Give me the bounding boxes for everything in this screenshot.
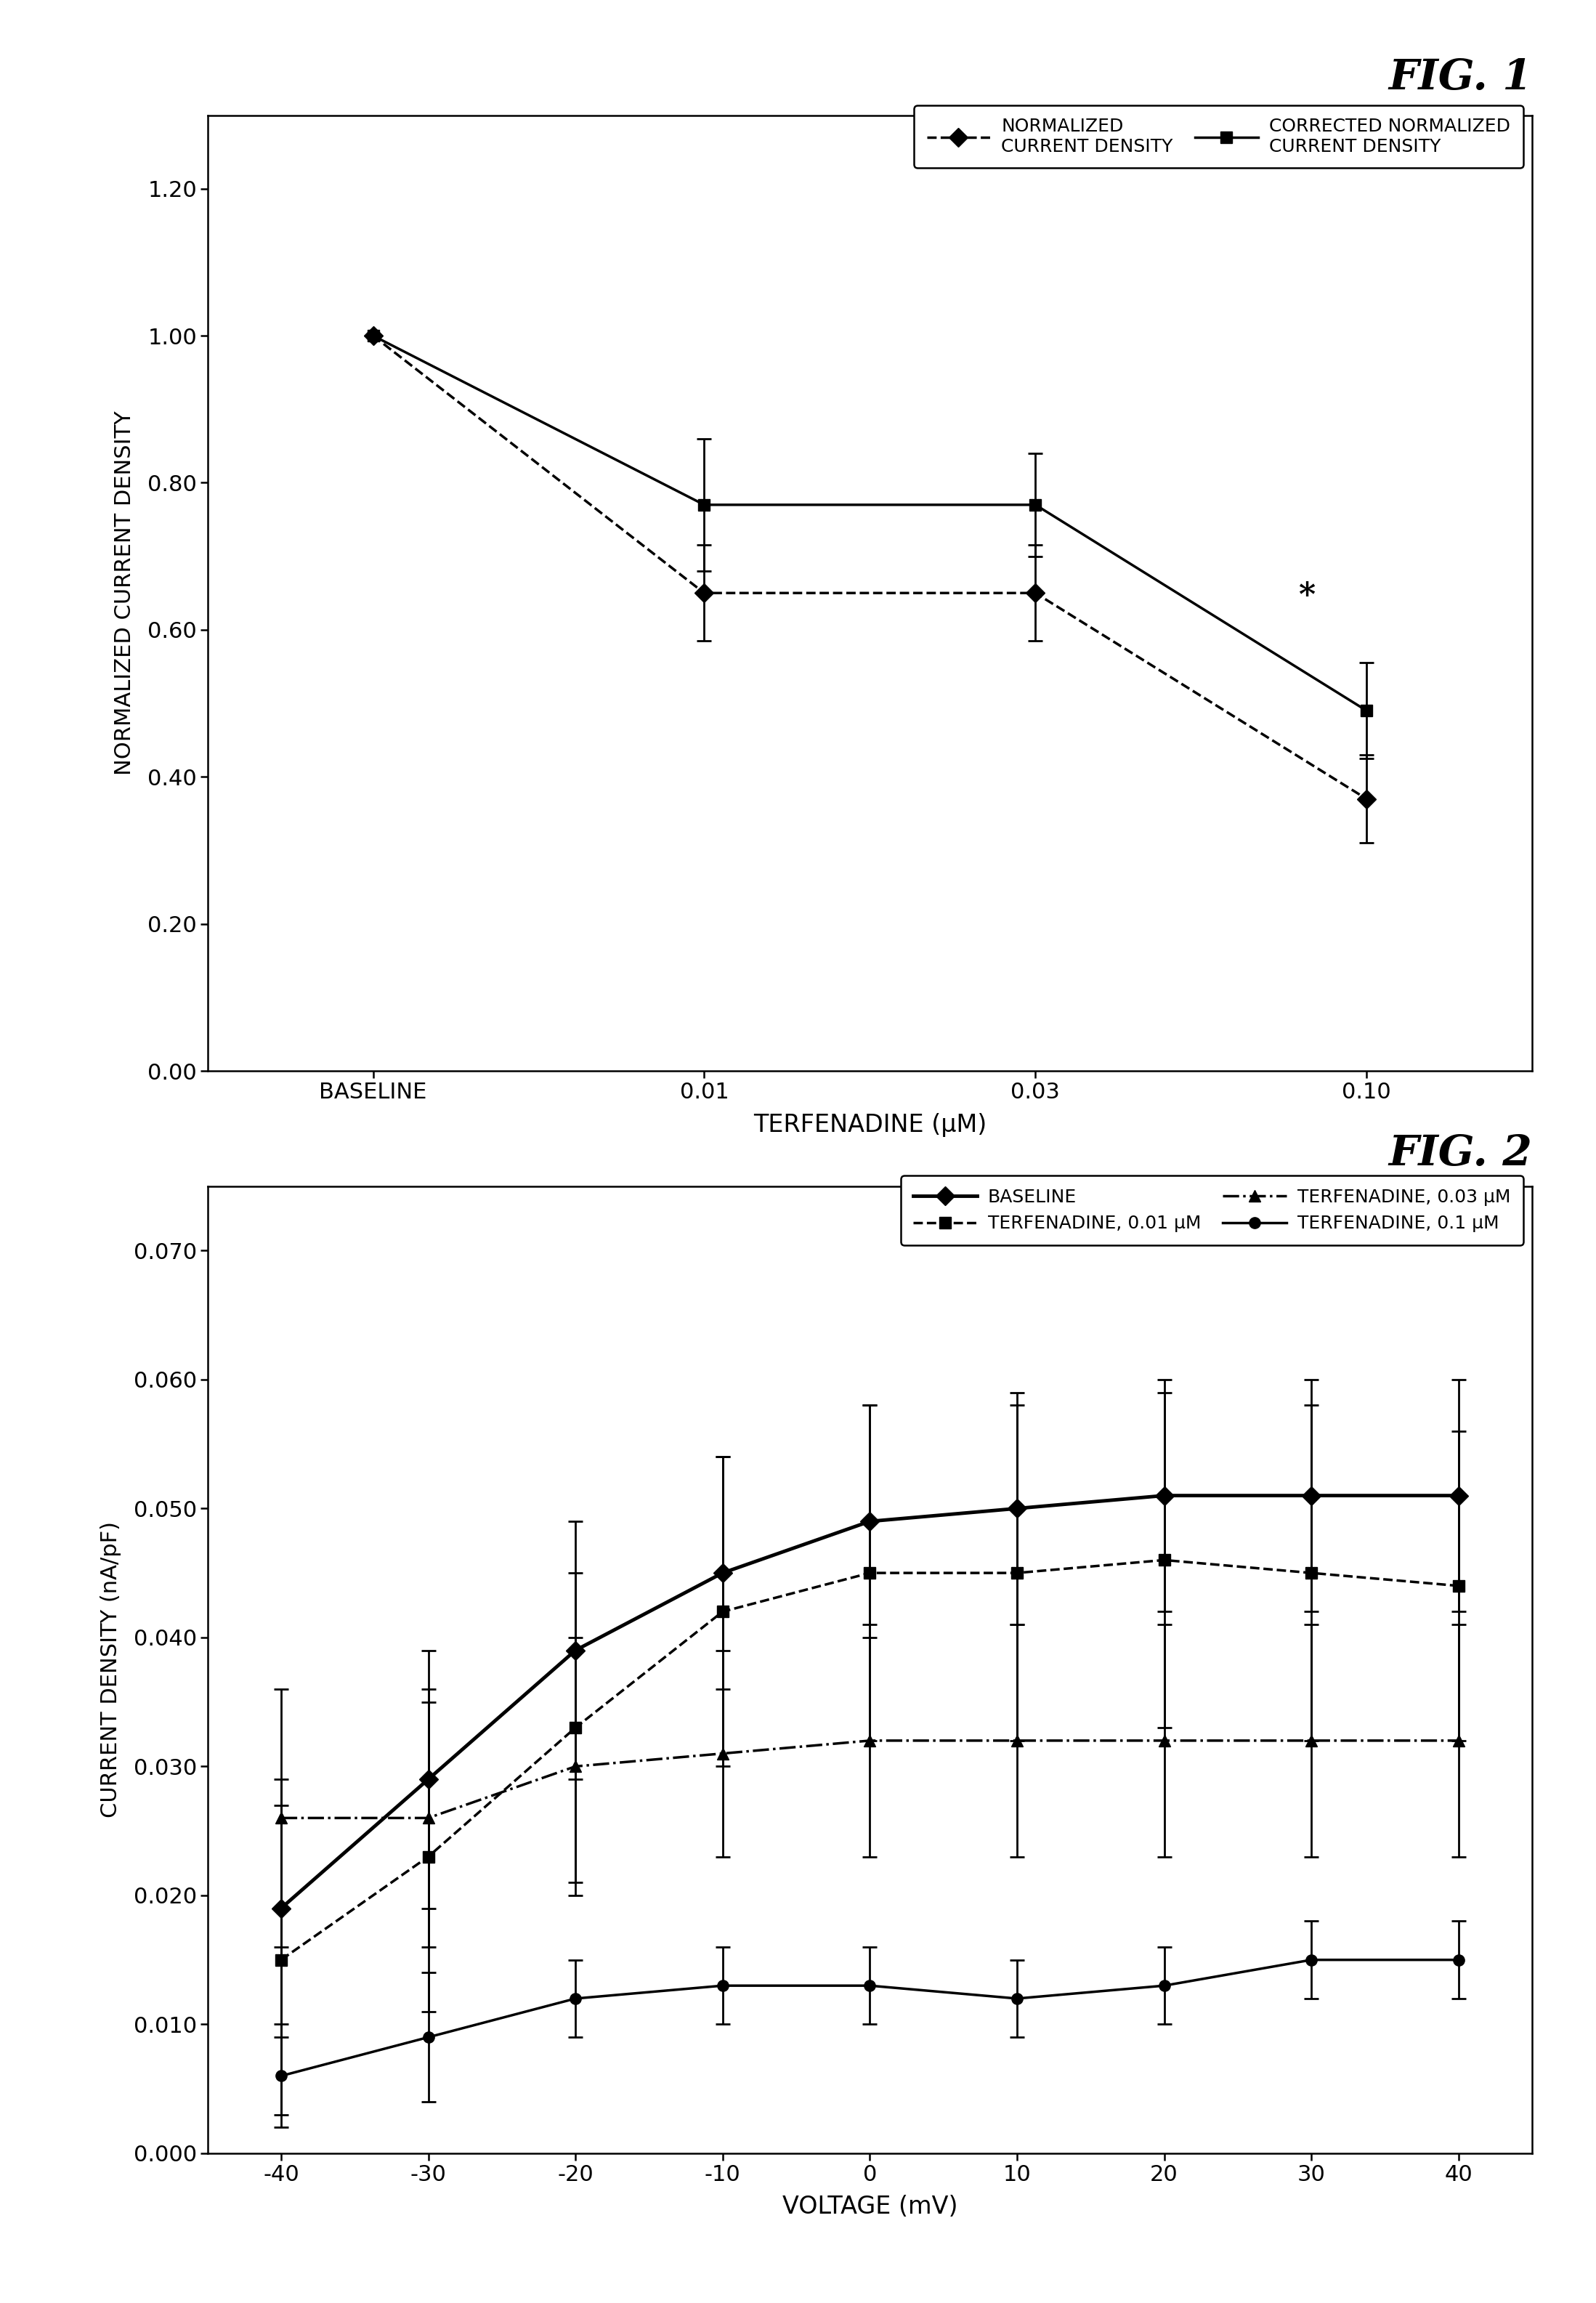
- X-axis label: VOLTAGE (mV): VOLTAGE (mV): [782, 2195, 958, 2220]
- Text: FIG. 1: FIG. 1: [1389, 58, 1532, 99]
- X-axis label: TERFENADINE (μM): TERFENADINE (μM): [753, 1112, 986, 1138]
- Y-axis label: NORMALIZED CURRENT DENSITY: NORMALIZED CURRENT DENSITY: [115, 410, 136, 776]
- Y-axis label: CURRENT DENSITY (nA/pF): CURRENT DENSITY (nA/pF): [101, 1522, 121, 1817]
- Text: FIG. 2: FIG. 2: [1389, 1133, 1532, 1175]
- Text: *: *: [1299, 580, 1315, 613]
- Legend: NORMALIZED
CURRENT DENSITY, CORRECTED NORMALIZED
CURRENT DENSITY: NORMALIZED CURRENT DENSITY, CORRECTED NO…: [915, 106, 1523, 168]
- Legend: BASELINE, TERFENADINE, 0.01 μM, TERFENADINE, 0.03 μM, TERFENADINE, 0.1 μM: BASELINE, TERFENADINE, 0.01 μM, TERFENAD…: [900, 1177, 1523, 1246]
